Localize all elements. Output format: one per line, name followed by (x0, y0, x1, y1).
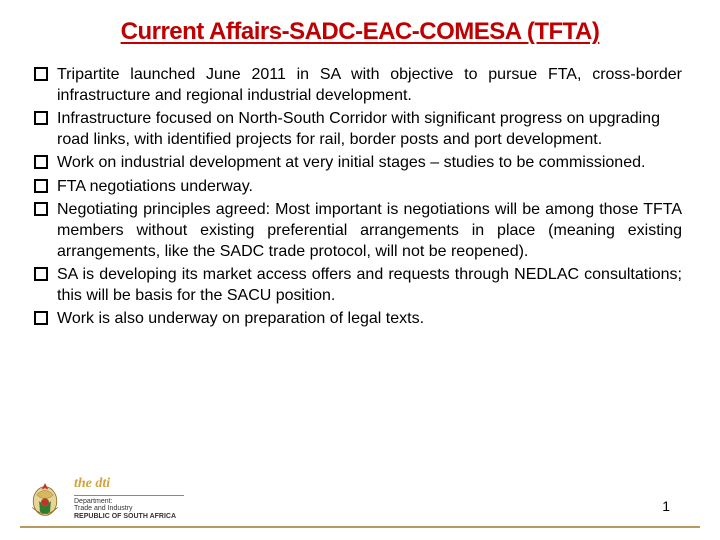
square-bullet-icon (34, 67, 48, 81)
bullet-text: FTA negotiations underway. (57, 176, 682, 197)
page-number: 1 (662, 498, 670, 514)
square-bullet-icon (34, 202, 48, 216)
list-item: Work on industrial development at very i… (34, 152, 682, 173)
slide: Current Affairs-SADC-EAC-COMESA (TFTA) T… (0, 0, 720, 540)
list-item: Work is also underway on preparation of … (34, 308, 682, 329)
dti-brand: the dti (74, 477, 184, 492)
bullet-text: Infrastructure focused on North-South Co… (57, 108, 682, 150)
bullet-text: Tripartite launched June 2011 in SA with… (57, 64, 682, 106)
slide-footer: the dti Department: Trade and Industry R… (0, 460, 720, 540)
bullet-text: Negotiating principles agreed: Most impo… (57, 199, 682, 262)
list-item: SA is developing its market access offer… (34, 264, 682, 306)
list-item: FTA negotiations underway. (34, 176, 682, 197)
coat-of-arms-icon (24, 478, 66, 520)
square-bullet-icon (34, 311, 48, 325)
bullet-text: Work on industrial development at very i… (57, 152, 682, 173)
footer-logo-block: the dti Department: Trade and Industry R… (24, 477, 184, 520)
dept-line: Department: (74, 498, 184, 505)
footer-rule (20, 526, 700, 528)
dept-line: Trade and Industry (74, 505, 184, 512)
square-bullet-icon (34, 267, 48, 281)
slide-title: Current Affairs-SADC-EAC-COMESA (TFTA) (32, 18, 688, 46)
square-bullet-icon (34, 179, 48, 193)
square-bullet-icon (34, 155, 48, 169)
list-item: Tripartite launched June 2011 in SA with… (34, 64, 682, 106)
list-item: Infrastructure focused on North-South Co… (34, 108, 682, 150)
bullet-text: SA is developing its market access offer… (57, 264, 682, 306)
department-text: the dti Department: Trade and Industry R… (74, 477, 184, 520)
dept-line: REPUBLIC OF SOUTH AFRICA (74, 513, 184, 520)
list-item: Negotiating principles agreed: Most impo… (34, 199, 682, 262)
logo-divider (74, 495, 184, 496)
bullet-text: Work is also underway on preparation of … (57, 308, 682, 329)
bullet-list: Tripartite launched June 2011 in SA with… (32, 64, 688, 329)
square-bullet-icon (34, 111, 48, 125)
